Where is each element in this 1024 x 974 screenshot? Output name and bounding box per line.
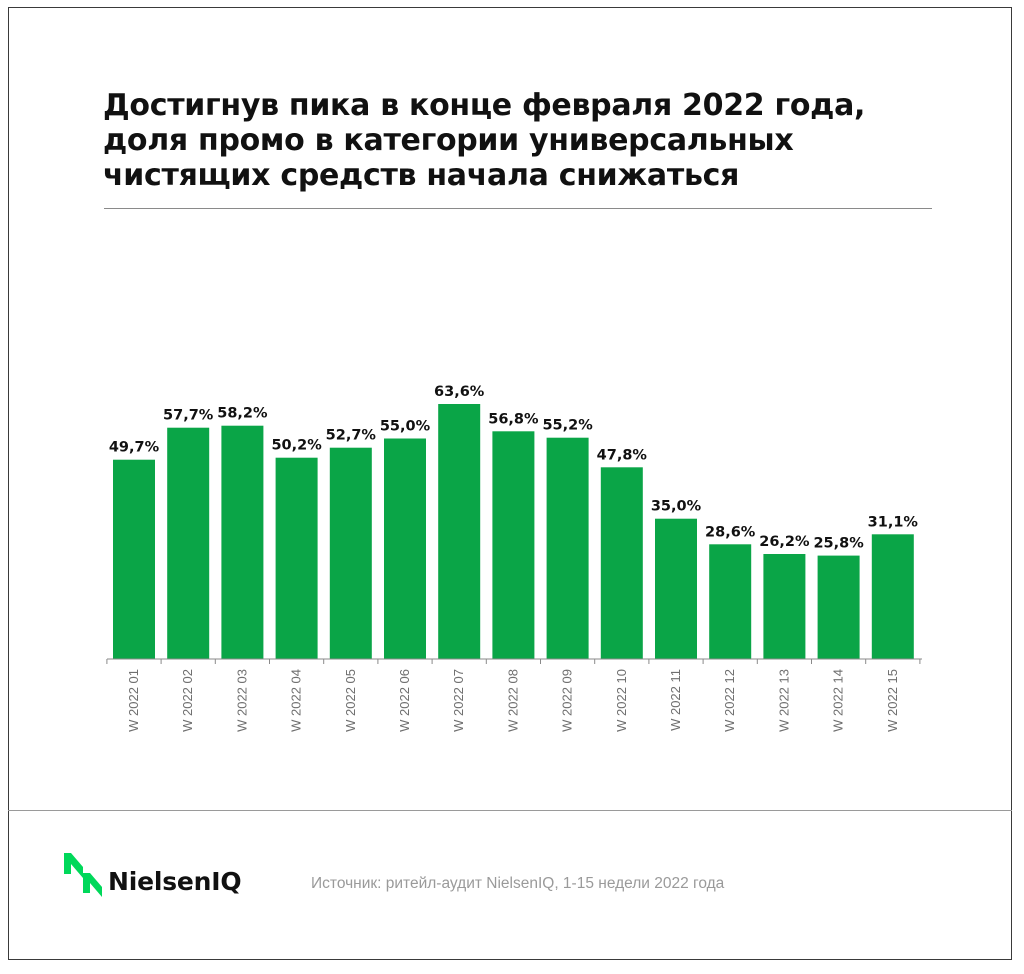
x-axis-ticks xyxy=(106,659,921,664)
nielseniq-logo-icon xyxy=(64,853,102,897)
value-label-2: 57,7% xyxy=(163,408,214,424)
nielseniq-logo: NielsenIQ xyxy=(62,850,282,900)
footer-divider xyxy=(8,810,1012,811)
bar-4 xyxy=(275,457,318,659)
value-label-3: 58,2% xyxy=(217,406,268,422)
x-label-13: W 2022 13 xyxy=(776,669,791,732)
promo-share-bar-chart: 49,7%57,7% 58,2%50,2%52,7%55,0% 63,6%56,8%… xyxy=(106,384,922,732)
chart-title-line-2: доля промо в категории универсальных xyxy=(103,123,794,158)
value-label-8: 56,8% xyxy=(488,411,539,427)
value-label-14: 25,8% xyxy=(813,536,864,552)
value-label-7: 63,6% xyxy=(434,384,485,400)
x-label-15: W 2022 15 xyxy=(885,669,900,732)
value-label-4: 50,2% xyxy=(271,438,322,454)
brand-name: NielsenIQ xyxy=(108,867,242,896)
x-label-6: W 2022 06 xyxy=(397,669,412,732)
value-label-1: 49,7% xyxy=(109,440,160,456)
bar-5 xyxy=(329,447,372,659)
chart-title-line-1: Достигнув пика в конце февраля 2022 года… xyxy=(103,88,866,123)
x-label-3: W 2022 03 xyxy=(234,669,249,732)
value-labels-group: 49,7%57,7% 58,2%50,2%52,7%55,0% 63,6%56,8%… xyxy=(109,384,919,552)
card-frame xyxy=(8,7,1012,960)
value-label-13: 26,2% xyxy=(759,534,810,550)
value-label-9: 55,2% xyxy=(542,418,593,434)
x-label-1: W 2022 01 xyxy=(126,669,141,732)
value-label-10: 47,8% xyxy=(597,447,648,463)
bar-15 xyxy=(871,534,914,659)
x-label-7: W 2022 07 xyxy=(451,669,466,732)
bar-2 xyxy=(167,427,210,659)
x-label-12: W 2022 12 xyxy=(722,669,737,732)
x-label-14: W 2022 14 xyxy=(831,669,846,732)
bar-10 xyxy=(600,467,643,659)
value-label-6: 55,0% xyxy=(380,419,431,435)
value-label-11: 35,0% xyxy=(651,499,702,515)
x-label-11: W 2022 11 xyxy=(668,669,683,731)
value-label-15: 31,1% xyxy=(868,514,919,530)
bar-1 xyxy=(113,459,155,659)
bar-12 xyxy=(709,544,752,659)
bar-13 xyxy=(763,554,806,659)
value-label-5: 52,7% xyxy=(326,428,377,444)
bar-11 xyxy=(655,518,697,659)
source-note: Источник: ритейл-аудит NielsenIQ, 1-15 н… xyxy=(311,875,725,892)
x-axis-labels-group: W 2022 01 W 2022 02 W 2022 03 W 2022 04 W 20… xyxy=(126,669,900,732)
bar-8 xyxy=(492,431,535,659)
x-label-10: W 2022 10 xyxy=(614,669,629,732)
chart-title: Достигнув пика в конце февраля 2022 года… xyxy=(103,88,923,193)
bar-3 xyxy=(221,425,264,659)
bars-group xyxy=(113,404,914,659)
title-divider xyxy=(104,208,932,209)
x-label-4: W 2022 04 xyxy=(289,669,304,732)
x-label-2: W 2022 02 xyxy=(180,669,195,732)
bar-7 xyxy=(438,404,481,659)
x-label-8: W 2022 08 xyxy=(505,669,520,732)
value-label-12: 28,6% xyxy=(705,524,756,540)
bar-9 xyxy=(546,437,589,659)
bar-6 xyxy=(384,438,426,659)
x-label-5: W 2022 05 xyxy=(343,669,358,732)
bar-14 xyxy=(817,555,860,659)
chart-title-line-3: чистящих средств начала снижаться xyxy=(103,158,740,193)
x-label-9: W 2022 09 xyxy=(560,669,575,732)
